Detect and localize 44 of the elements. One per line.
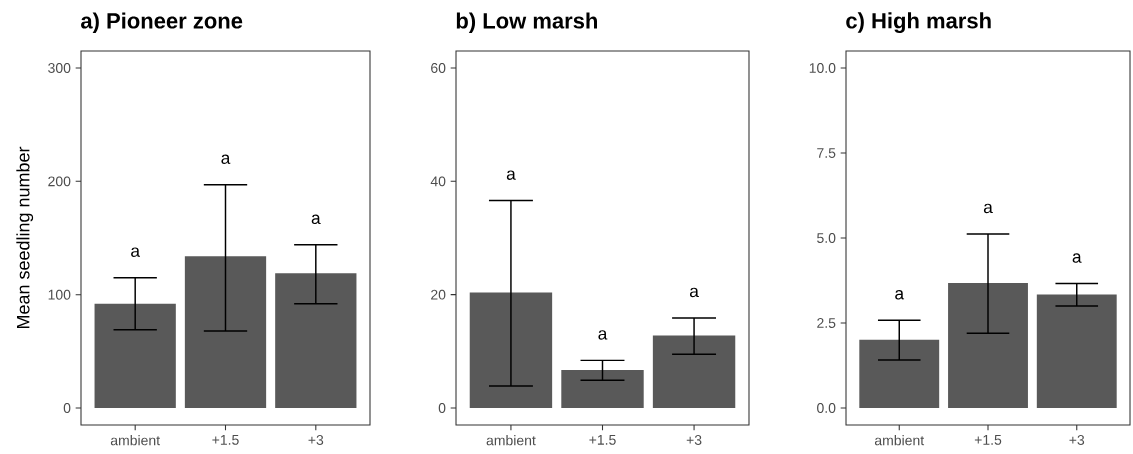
- bar: [948, 282, 1028, 408]
- chart-title: b) Low marsh: [456, 12, 597, 33]
- annotation: a: [311, 214, 321, 225]
- annotation: a: [895, 290, 905, 300]
- x-tick-label: ambient: [874, 435, 925, 446]
- bar: [469, 292, 553, 408]
- annotation: a: [1072, 253, 1082, 263]
- x-tick-label: +1.5: [589, 435, 616, 445]
- y-tick-label: 200: [48, 176, 71, 187]
- bar: [1036, 294, 1117, 408]
- x-tick-label: +1.5: [212, 435, 239, 445]
- x-tick-label: ambient: [486, 435, 536, 446]
- bar: [652, 335, 736, 408]
- annotation: a: [689, 287, 699, 298]
- annotation: a: [506, 170, 516, 180]
- y-tick-label: 20: [431, 289, 446, 300]
- annotation: a: [983, 203, 993, 214]
- y-tick-label: 100: [48, 289, 71, 300]
- x-tick-label: +3: [686, 435, 702, 445]
- y-tick-label: 0.0: [817, 403, 836, 413]
- bar: [94, 303, 176, 408]
- y-tick-label: 7.5: [817, 148, 836, 158]
- bar: [859, 339, 940, 408]
- y-tick-label: 0: [438, 403, 446, 413]
- y-tick-label: 300: [48, 63, 71, 73]
- annotation: a: [131, 247, 141, 257]
- y-axis-title: Mean seedling number: [16, 146, 34, 329]
- x-tick-label: +1.5: [974, 435, 1002, 445]
- annotation: a: [221, 154, 231, 165]
- bar: [275, 273, 357, 408]
- x-tick-label: ambient: [110, 435, 160, 446]
- y-tick-label: 40: [430, 176, 446, 187]
- y-tick-label: 10.0: [809, 63, 836, 73]
- annotation: a: [598, 330, 608, 340]
- y-tick-label: 5.0: [817, 233, 836, 243]
- y-tick-label: 2.5: [817, 318, 836, 328]
- y-tick-label: 60: [431, 63, 446, 73]
- y-tick-label: 0: [63, 403, 71, 413]
- chart-title: c) High marsh: [846, 12, 991, 33]
- bar: [184, 256, 267, 408]
- bar: [561, 370, 644, 408]
- x-tick-label: +3: [308, 435, 324, 445]
- x-tick-label: +3: [1069, 435, 1085, 445]
- chart-title: a) Pioneer zone: [81, 12, 243, 33]
